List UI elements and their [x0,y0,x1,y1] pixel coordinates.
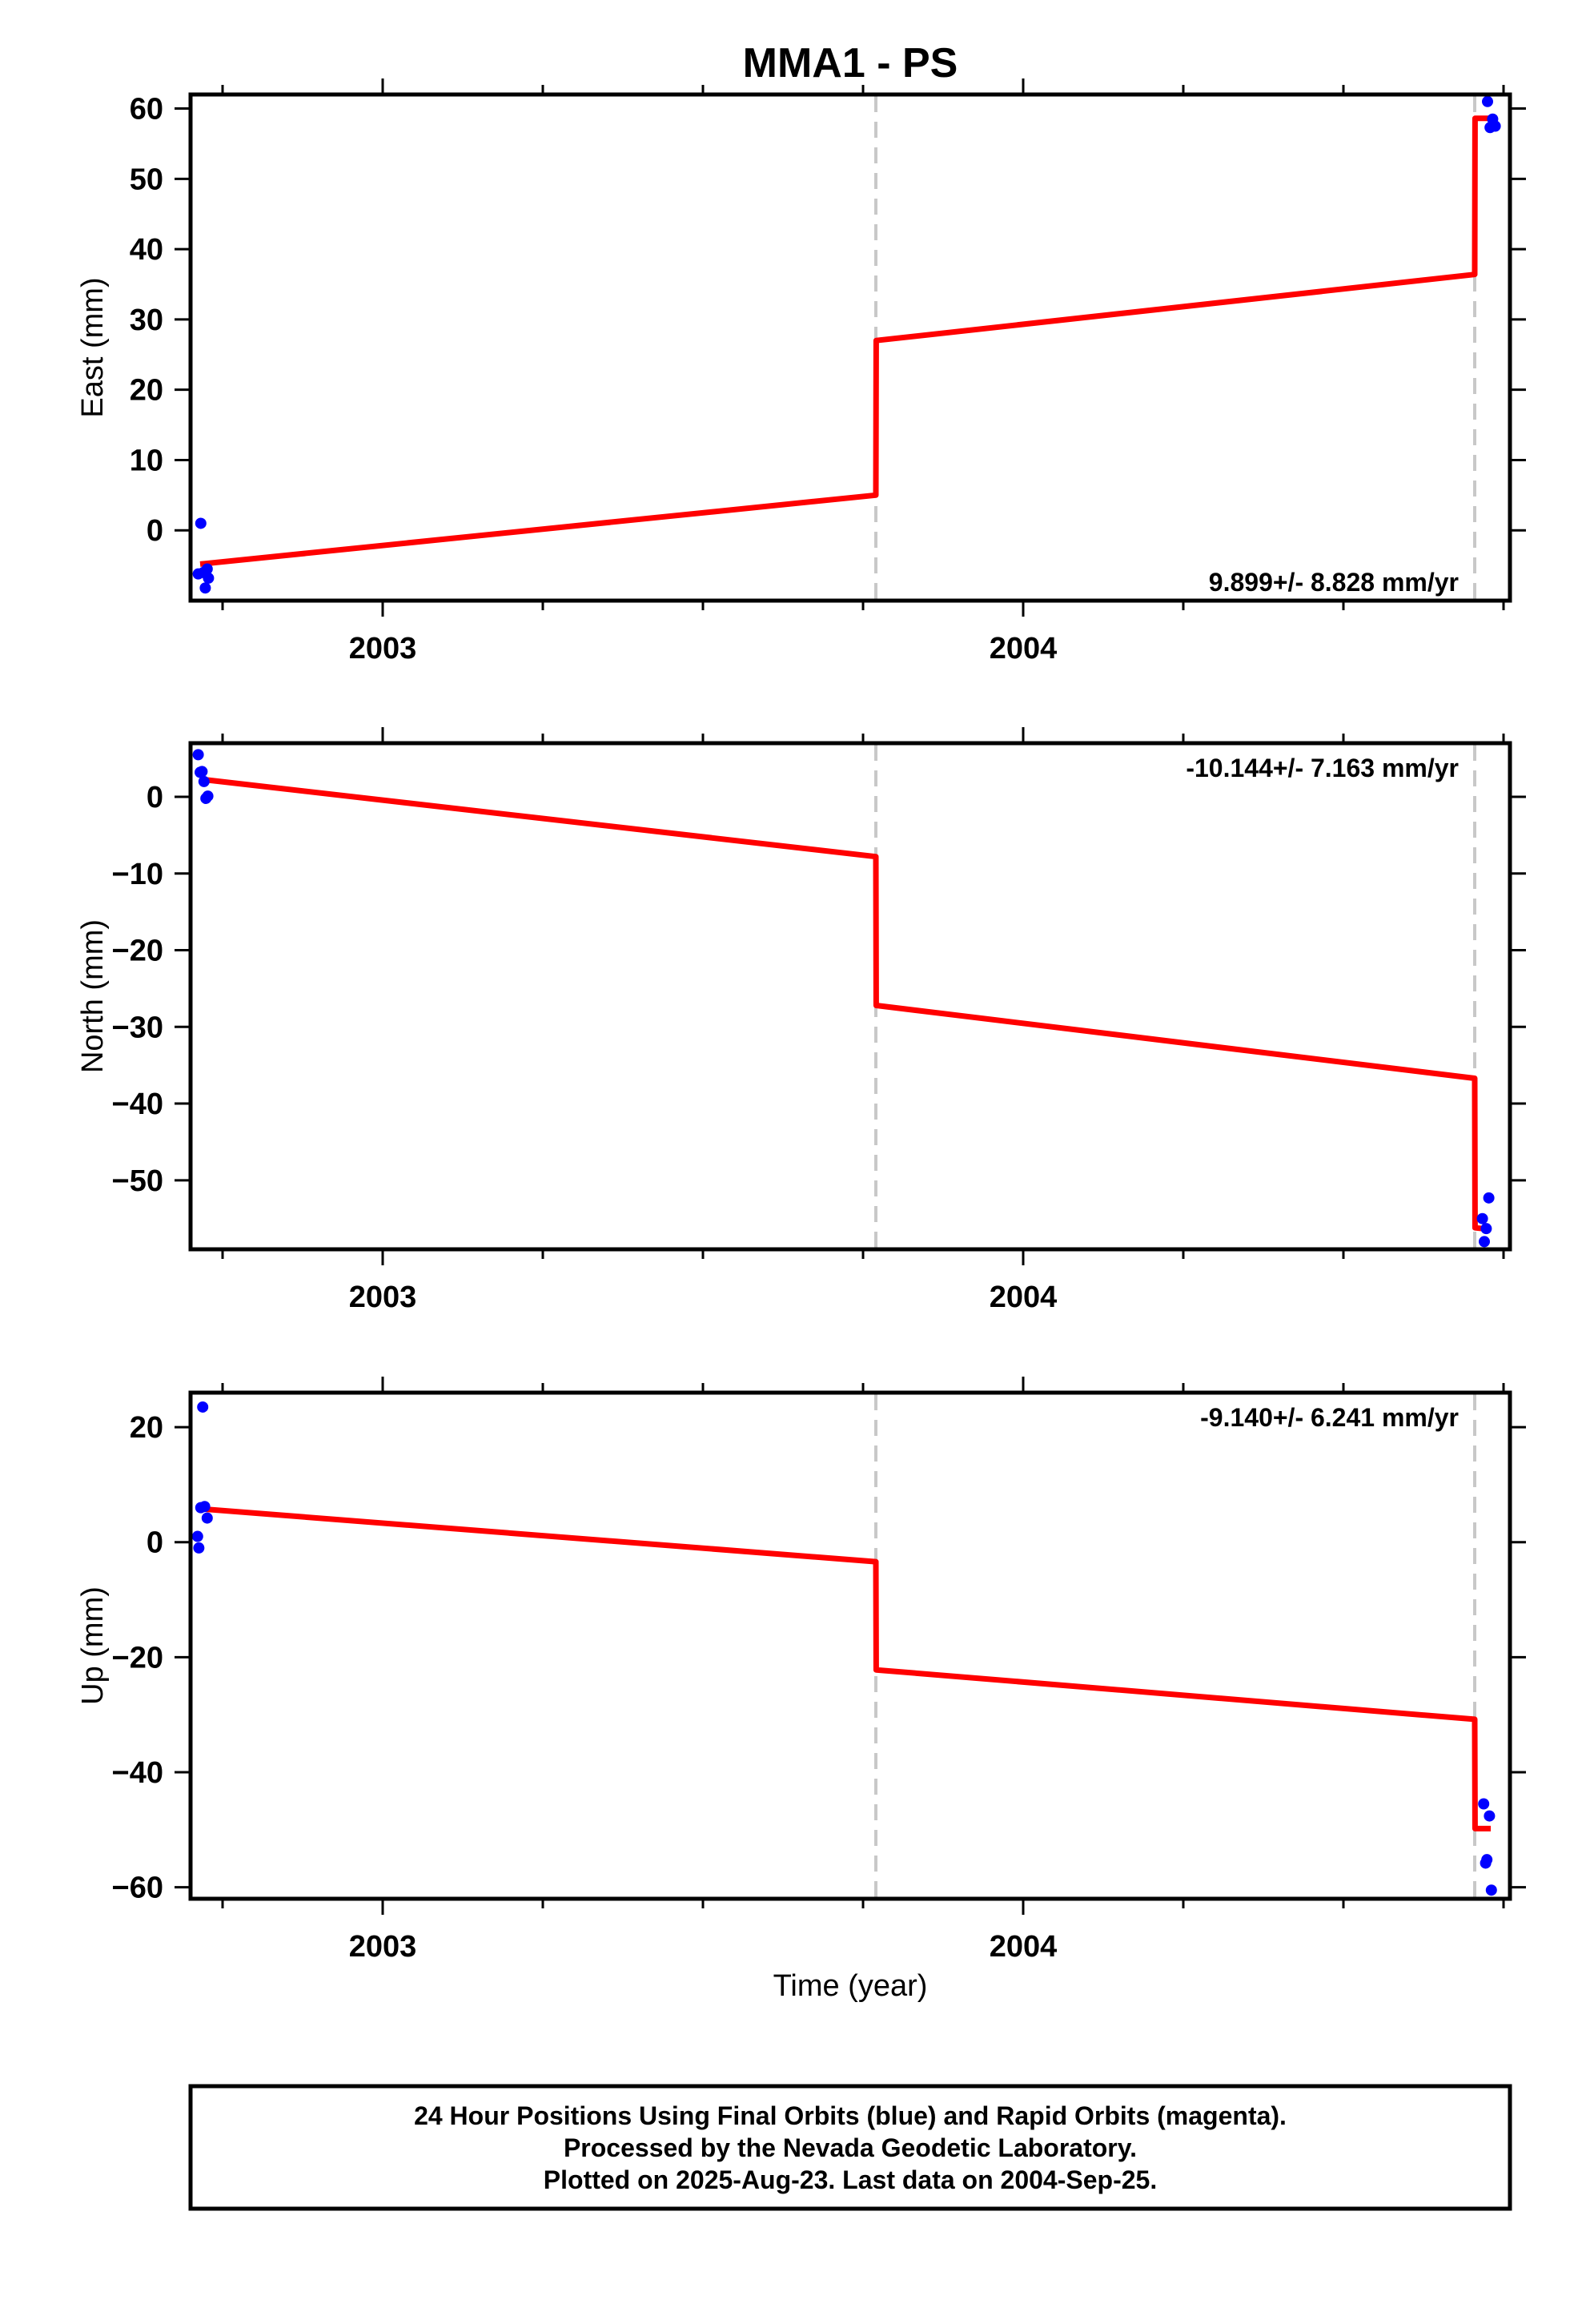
east-x-tick-label-1: 2004 [990,632,1058,665]
east-y-tick-label-1: 10 [130,444,163,477]
figure-title: MMA1 - PS [743,40,958,86]
panels: 2003 2004 0 10 20 30 40 50 60 9.899+/- 8.828 mm/y… [76,78,1526,1964]
footer-box: 24 Hour Positions Using Final Orbits (bl… [188,2084,1512,2211]
north-rate-label: -10.144+/- 7.163 mm/yr [1186,754,1459,782]
east-data-point-6 [1482,95,1493,107]
up-data-point-6 [1478,1798,1490,1810]
up-data-point-4 [199,1501,211,1513]
north-y-tick-label-5: −50 [112,1164,163,1198]
east-y-tick-label-6: 60 [130,93,163,127]
north-y-tick-label-3: −30 [112,1011,163,1044]
east-data-point-9 [1489,120,1501,132]
panel-north: 2003 2004 0 −10 −20 −30 −40 −50 -10.144+/- 7.163… [76,727,1526,1314]
north-x-tick-label-1: 2004 [990,1281,1058,1314]
east-ticks [175,78,1526,617]
north-data-point-9 [1483,1192,1495,1204]
up-data-point-8 [1481,1854,1493,1866]
north-data-point-2 [196,766,208,778]
east-data-point-5 [203,572,215,584]
north-frame [188,741,1512,1252]
north-data-point-6 [1476,1212,1488,1224]
up-data-point-10 [1485,1884,1497,1896]
north-data-point-5 [202,790,214,802]
up-rate-label: -9.140+/- 6.241 mm/yr [1200,1403,1459,1432]
north-x-tick-label-0: 2003 [349,1281,417,1314]
north-data-point-3 [198,775,210,787]
footer-line-2: Processed by the Nevada Geodetic Laborat… [564,2133,1137,2162]
up-y-tick-label-3: −40 [112,1756,163,1790]
up-y-tick-label-4: −60 [112,1872,163,1905]
north-data-point-7 [1479,1236,1490,1248]
footer-line-1: 24 Hour Positions Using Final Orbits (bl… [414,2101,1287,2130]
up-data-point-1 [193,1542,205,1554]
footer-line-3: Plotted on 2025-Aug-23. Last data on 200… [544,2165,1157,2194]
up-y-axis-label: Up (mm) [76,1586,110,1705]
up-y-tick-label-0: 20 [130,1411,163,1445]
up-fit-line-0 [199,1506,1491,1831]
up-y-tick-label-2: −20 [112,1641,163,1675]
up-data-point-0 [191,1530,203,1542]
east-y-tick-label-0: 0 [147,514,163,548]
up-x-tick-label-0: 2003 [349,1930,417,1964]
up-data-point-3 [197,1401,209,1413]
north-y-tick-label-0: 0 [147,781,163,814]
footer-frame [188,2084,1512,2211]
east-y-tick-label-2: 20 [130,374,163,408]
east-data-point-3 [199,582,211,594]
panel-up: 2003 2004 20 0 −20 −40 −60 -9.140+/- 6.241 mm/y… [76,1377,1526,1964]
panel-east: 2003 2004 0 10 20 30 40 50 60 9.899+/- 8.828 mm/y… [76,78,1526,665]
east-rate-label: 9.899+/- 8.828 mm/yr [1209,568,1459,597]
north-y-axis-label: North (mm) [76,919,110,1073]
east-y-axis-label: East (mm) [76,277,110,417]
east-y-tick-label-4: 40 [130,233,163,267]
east-data-point-1 [195,517,207,529]
east-fit-line-0 [199,115,1497,567]
north-ticks [175,727,1526,1265]
north-y-tick-label-1: −10 [112,858,163,891]
east-y-tick-label-3: 30 [130,304,163,337]
east-data-point-4 [201,563,213,575]
east-x-tick-label-0: 2003 [349,632,417,665]
up-x-tick-label-1: 2004 [990,1930,1058,1964]
north-fit-line-0 [199,776,1492,1232]
up-data-point-5 [201,1512,213,1524]
up-y-tick-label-1: 0 [147,1526,163,1560]
east-y-tick-label-5: 50 [130,163,163,196]
north-y-tick-label-4: −40 [112,1088,163,1121]
up-frame [188,1390,1512,1901]
up-data-point-9 [1484,1810,1496,1822]
north-y-tick-label-2: −20 [112,935,163,968]
up-ticks [175,1377,1526,1915]
x-axis-label: Time (year) [773,1969,928,2003]
north-data-point-8 [1480,1223,1492,1235]
east-frame [188,92,1512,603]
north-data-point-0 [192,749,204,761]
